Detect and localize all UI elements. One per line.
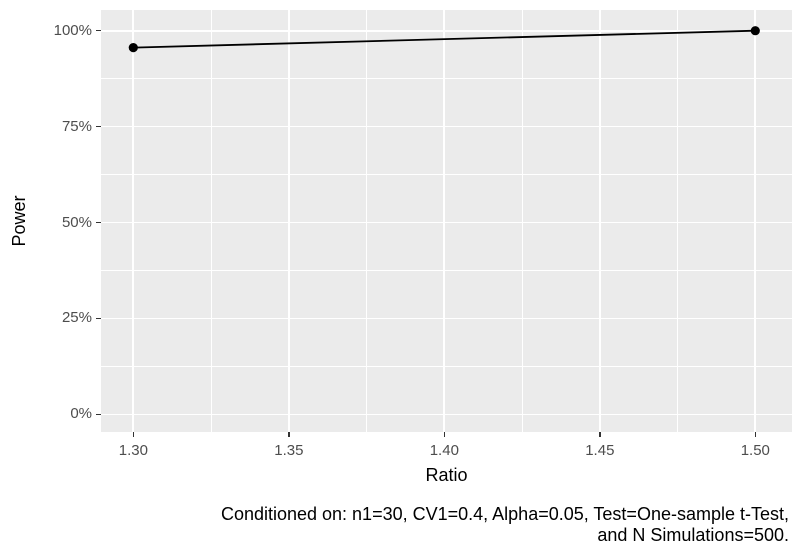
y-tick-label: 50% bbox=[61, 213, 92, 231]
y-axis-tick bbox=[96, 221, 101, 224]
y-tick-label: 100% bbox=[53, 21, 92, 39]
x-tick-label: 1.30 bbox=[118, 442, 148, 459]
major-gridline-vertical bbox=[132, 10, 135, 432]
x-tick-label: 1.40 bbox=[429, 442, 459, 459]
major-gridline-horizontal bbox=[101, 221, 792, 224]
minor-gridline-vertical bbox=[210, 10, 212, 432]
y-axis-tick bbox=[96, 317, 101, 320]
minor-gridline-horizontal bbox=[101, 365, 792, 367]
caption-line-1: Conditioned on: n1=30, CV1=0.4, Alpha=0.… bbox=[220, 504, 789, 524]
major-gridline-vertical bbox=[754, 10, 757, 432]
y-axis-tick bbox=[96, 125, 101, 128]
major-gridline-horizontal bbox=[101, 317, 792, 320]
x-axis-tick bbox=[599, 432, 601, 437]
minor-gridline-vertical bbox=[521, 10, 523, 432]
major-gridline-horizontal bbox=[101, 125, 792, 128]
x-axis-tick bbox=[754, 432, 757, 437]
major-gridline-vertical bbox=[443, 10, 446, 432]
y-tick-label: 25% bbox=[61, 309, 92, 327]
major-gridline-horizontal bbox=[101, 29, 792, 32]
x-axis-title: Ratio bbox=[425, 465, 468, 485]
x-tick-label: 1.50 bbox=[740, 442, 770, 459]
major-gridline-horizontal bbox=[101, 413, 792, 416]
x-axis-tick bbox=[288, 432, 290, 437]
plot-panel bbox=[101, 10, 792, 432]
x-axis-tick bbox=[132, 432, 135, 437]
data-point bbox=[128, 43, 138, 53]
minor-gridline-vertical bbox=[677, 10, 679, 432]
minor-gridline-horizontal bbox=[101, 174, 792, 176]
power-line-series bbox=[128, 26, 760, 53]
minor-gridline-vertical bbox=[366, 10, 368, 432]
caption-line-2: and N Simulations=500. bbox=[597, 525, 789, 545]
major-gridline-vertical bbox=[598, 10, 601, 432]
x-axis-tick bbox=[443, 432, 446, 437]
caption: Conditioned on: n1=30, CV1=0.4, Alpha=0.… bbox=[221, 504, 789, 546]
y-axis-tick bbox=[96, 29, 101, 32]
y-tick-label: 75% bbox=[61, 117, 92, 135]
minor-gridline-horizontal bbox=[101, 78, 792, 80]
minor-gridline-horizontal bbox=[101, 269, 792, 271]
x-tick-label: 1.35 bbox=[274, 442, 304, 459]
power-line bbox=[133, 29, 756, 49]
major-gridline-vertical bbox=[287, 10, 290, 432]
data-point bbox=[750, 26, 760, 36]
x-tick-label: 1.45 bbox=[585, 442, 615, 459]
y-tick-label: 0% bbox=[70, 405, 92, 423]
y-axis-tick bbox=[96, 413, 101, 416]
